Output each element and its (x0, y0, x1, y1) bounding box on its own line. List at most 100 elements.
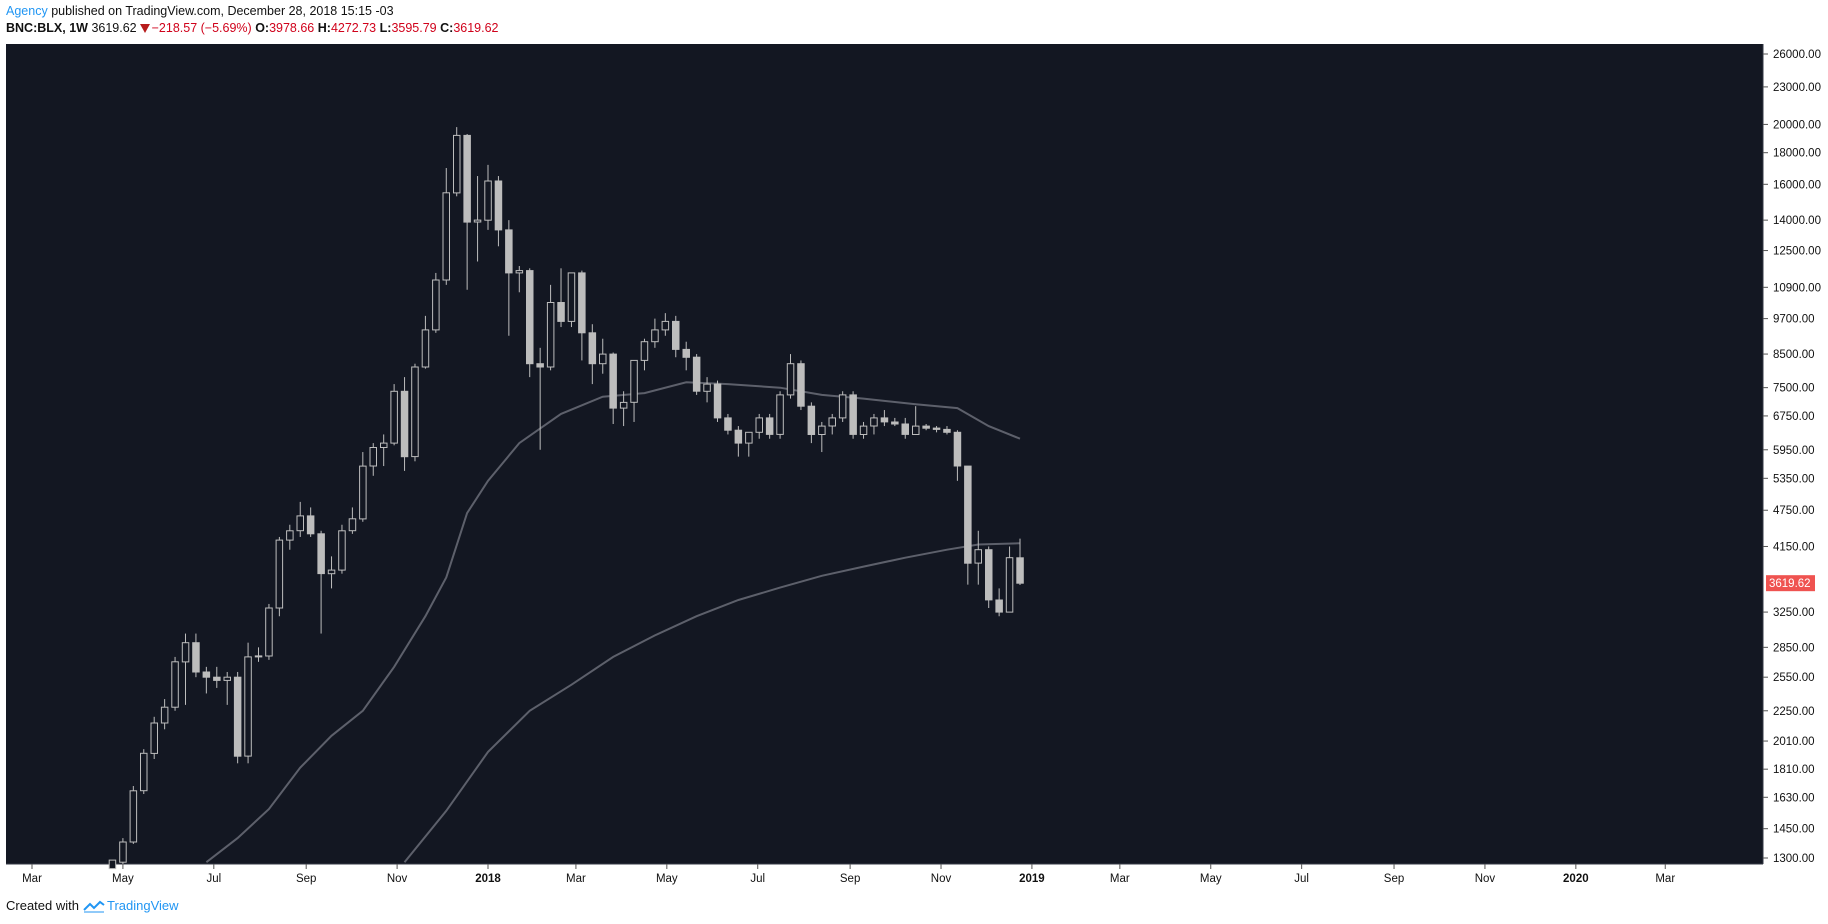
author-link[interactable]: Agency (6, 4, 48, 18)
x-tick-label: Mar (1655, 873, 1675, 885)
y-tick-label: 2250.00 (1773, 706, 1815, 718)
candle-body (734, 429, 743, 444)
candle-body (692, 356, 701, 392)
candle-body (160, 706, 169, 724)
candle-body (672, 320, 680, 350)
candle (129, 786, 138, 844)
candle (599, 338, 607, 374)
y-tick-label: 9700.00 (1773, 314, 1815, 326)
y-tick-label: 5950.00 (1773, 445, 1815, 457)
candle (985, 546, 993, 608)
candle (275, 536, 284, 617)
price-change: −218.57 (−5.69%) (151, 21, 252, 35)
candle-body (651, 329, 659, 343)
candle-body (536, 363, 544, 368)
candle (776, 391, 784, 439)
candle-body (974, 549, 982, 564)
footer: Created with TradingView (6, 898, 179, 913)
candle-body (807, 405, 816, 436)
candle (880, 410, 889, 427)
candle (932, 426, 941, 433)
candle (505, 220, 513, 336)
candle-body (870, 417, 878, 427)
candle-body (265, 607, 273, 657)
candle (692, 354, 701, 395)
candle-body (526, 270, 534, 365)
candle (494, 176, 503, 247)
candle (818, 421, 826, 453)
symbol-info: BNC:BLX, 1W 3619.62 −218.57 (−5.69%) O:39… (6, 21, 499, 35)
x-tick-label: Sep (296, 873, 316, 885)
price-axis[interactable]: 26000.00 23000.00 20000.00 18000.00 16000.00… (1763, 49, 1821, 865)
candle (661, 313, 670, 336)
candle (411, 363, 419, 462)
candle-body (181, 642, 190, 663)
candle-body (838, 394, 847, 419)
x-tick-label: Mar (1110, 873, 1130, 885)
candle (150, 716, 158, 759)
y-tick-label: 3250.00 (1773, 607, 1815, 619)
ma-line-2 (403, 542, 1021, 863)
candle-body (703, 383, 711, 392)
candle-body (505, 229, 513, 274)
y-tick-label: 16000.00 (1773, 179, 1821, 191)
time-axis[interactable]: Mar May Jul Sep Nov 2018 Mar May Jul Sep Nov 2019 Ma… (22, 864, 1675, 885)
y-tick-label: 2850.00 (1773, 642, 1815, 654)
candle-body (192, 642, 200, 673)
candle (233, 671, 242, 764)
candle (338, 524, 346, 574)
candle-body (599, 353, 607, 365)
candle-body (432, 279, 440, 331)
candle-body (953, 431, 962, 467)
x-tick-label: May (112, 873, 134, 885)
candle (713, 380, 722, 422)
candle (254, 647, 263, 662)
candle-body (390, 390, 398, 444)
y-tick-label: 1450.00 (1773, 824, 1815, 836)
candle-body (275, 539, 284, 609)
y-tick-label: 7500.00 (1773, 383, 1815, 395)
candle-body (1005, 557, 1014, 613)
candle-body (359, 465, 367, 520)
candle-body (369, 447, 377, 467)
y-tick-label: 2550.00 (1773, 672, 1815, 684)
chart-area[interactable] (6, 44, 1763, 864)
candle-body (150, 722, 158, 754)
last-price-tag: 3619.62 (1766, 575, 1815, 592)
candle (202, 666, 211, 694)
candle-body (932, 427, 941, 430)
candle (964, 465, 972, 585)
candle (838, 391, 847, 422)
candle-body (286, 530, 294, 541)
candle-body (682, 348, 690, 358)
tradingview-brand[interactable]: TradingView (106, 898, 179, 913)
x-tick-label: Nov (387, 873, 408, 885)
candle-body (567, 272, 576, 322)
candle (734, 426, 743, 457)
x-tick-label: Mar (566, 873, 586, 885)
candle (453, 127, 461, 197)
candle (536, 347, 544, 450)
candle-body (515, 270, 524, 274)
candle (995, 588, 1003, 617)
candle-body (755, 417, 763, 433)
candle-body (233, 676, 242, 757)
candle (672, 315, 680, 358)
candle (1016, 538, 1024, 585)
candle (630, 359, 638, 422)
candle-body (129, 790, 138, 843)
y-tick-label: 1630.00 (1773, 792, 1815, 804)
candle-body (776, 394, 784, 435)
candle (140, 749, 148, 795)
candle (369, 443, 377, 476)
candle (181, 633, 190, 705)
candles (108, 127, 1024, 870)
candle (296, 501, 304, 537)
candle (859, 421, 868, 439)
candle-body (327, 569, 336, 575)
candle (609, 352, 617, 424)
candle-body (338, 530, 346, 571)
y-tick-label: 8500.00 (1773, 349, 1815, 361)
candle-body (588, 332, 597, 365)
